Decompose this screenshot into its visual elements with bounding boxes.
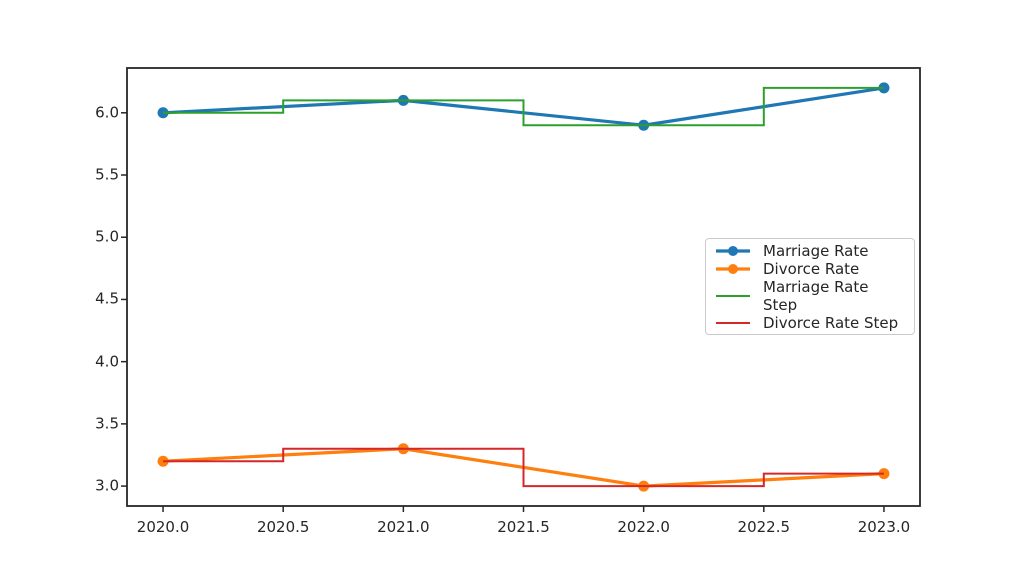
legend-item-label: Marriage Rate Step bbox=[763, 278, 869, 314]
x-tick-label: 2022.5 bbox=[737, 518, 791, 536]
legend: Marriage Rate Divorce Rate Marriage Rate S… bbox=[705, 238, 915, 335]
x-tick-label: 2020.5 bbox=[256, 518, 310, 536]
x-tick-label: 2022.0 bbox=[617, 518, 670, 536]
legend-line-icon bbox=[716, 322, 750, 324]
x-tick-label: 2020.0 bbox=[136, 518, 190, 536]
y-tick-label: 5.0 bbox=[95, 227, 119, 246]
legend-item: Divorce Rate bbox=[715, 260, 905, 278]
series-step-line bbox=[163, 86, 884, 127]
y-tick-label: 4.0 bbox=[95, 352, 119, 371]
y-tick-label: 6.0 bbox=[95, 103, 119, 122]
y-tick-label: 5.5 bbox=[95, 165, 119, 184]
legend-item: Marriage Rate bbox=[715, 242, 905, 260]
legend-item: Divorce Rate Step bbox=[715, 314, 905, 332]
x-tick-label: 2023.0 bbox=[857, 518, 911, 536]
legend-item-label: Divorce Rate bbox=[763, 260, 860, 278]
x-tick-label: 2021.5 bbox=[497, 518, 550, 536]
y-tick-label: 4.5 bbox=[95, 289, 119, 308]
x-tick-label: 2021.0 bbox=[377, 518, 430, 536]
series-step-line bbox=[163, 447, 884, 488]
legend-line-marker-icon bbox=[716, 264, 750, 274]
y-tick-label: 3.5 bbox=[95, 414, 119, 433]
legend-line-icon bbox=[716, 295, 750, 297]
y-tick-label: 3.0 bbox=[95, 476, 119, 495]
legend-item-label: Divorce Rate Step bbox=[763, 314, 899, 332]
legend-item: Marriage Rate Step bbox=[715, 278, 905, 314]
legend-item-label: Marriage Rate bbox=[763, 242, 869, 260]
legend-line-marker-icon bbox=[716, 246, 750, 256]
